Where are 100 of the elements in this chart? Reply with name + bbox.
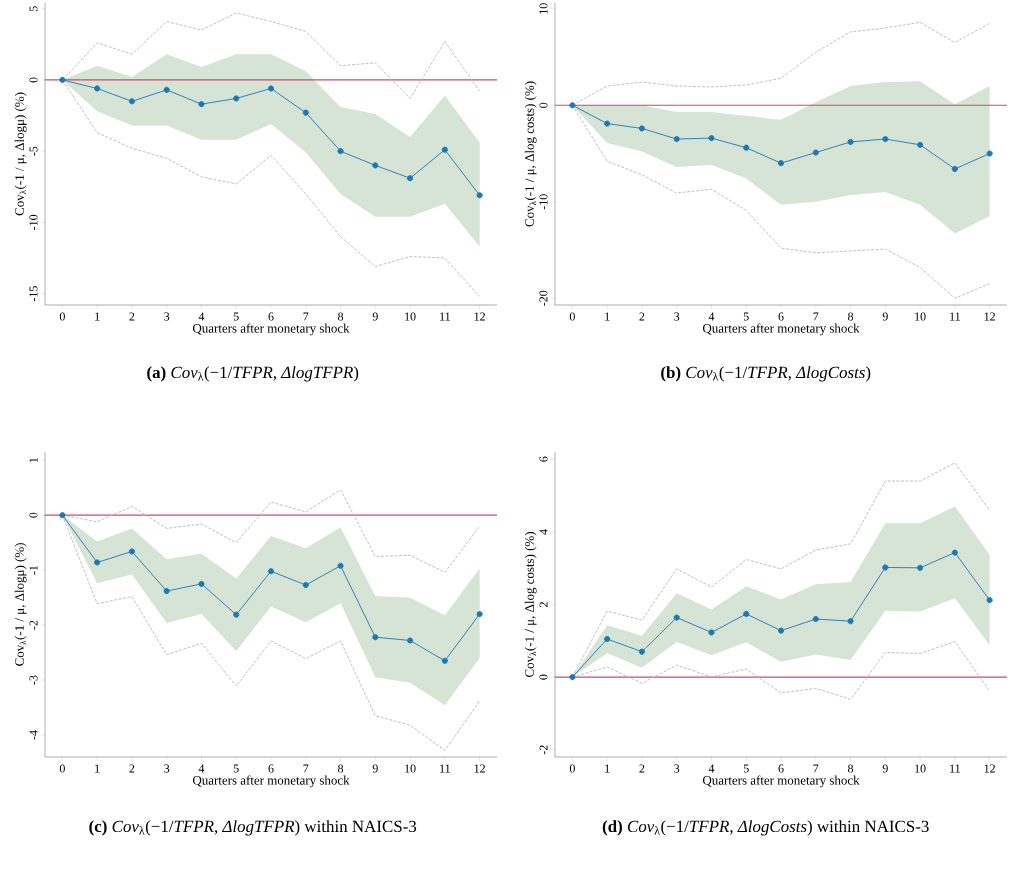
point <box>302 581 309 589</box>
point <box>302 109 309 116</box>
x-tick-label: 5 <box>233 312 239 321</box>
point <box>372 162 379 169</box>
point <box>407 637 414 644</box>
point <box>604 635 611 643</box>
x-tick-label: 8 <box>848 312 854 321</box>
x-tick-label: 12 <box>474 764 485 773</box>
x-axis-title: Quarters after monetary shock <box>702 775 860 788</box>
point <box>94 85 101 92</box>
x-tick-label: 6 <box>778 764 784 773</box>
x-tick-label: 3 <box>164 764 170 773</box>
point <box>163 86 170 93</box>
y-tick-label: -3 <box>29 675 38 685</box>
x-tick-label: 0 <box>569 764 575 773</box>
text: (a) Cov$_{λ}$(−1/TFPR, ΔlogTFPR) <box>147 366 359 382</box>
point <box>812 149 819 156</box>
x-tick-label: 11 <box>950 312 960 321</box>
y-tick-label: 1 <box>29 457 38 463</box>
x-tick-label: 5 <box>743 764 749 773</box>
x-tick-label: 6 <box>268 312 274 321</box>
point <box>986 150 993 157</box>
x-tick-label: 7 <box>813 764 819 773</box>
point <box>847 138 854 145</box>
x-tick-label: 7 <box>813 312 819 321</box>
x-axis-title: Quarters after monetary shock <box>702 323 860 336</box>
x-tick-label: 8 <box>848 764 854 773</box>
x-tick-label: 8 <box>338 764 344 773</box>
x-tick-label: 9 <box>882 764 888 773</box>
point <box>233 611 240 618</box>
x-axis-title: Quarters after monetary shock <box>192 775 350 788</box>
x-tick-label: 1 <box>605 764 610 773</box>
point <box>847 618 854 625</box>
point <box>638 648 645 655</box>
point <box>951 165 958 172</box>
point <box>777 627 785 634</box>
y-tick-label: 0 <box>29 512 38 518</box>
x-tick-label: 8 <box>338 312 344 321</box>
y-tick-label: 0 <box>539 102 548 108</box>
y-tick-label: 0 <box>539 674 548 680</box>
x-tick-label: 2 <box>129 312 135 321</box>
y-tick-label: -10 <box>29 214 38 230</box>
point <box>128 548 135 555</box>
y-tick-label: -15 <box>29 286 38 302</box>
y-axis-title: Cov$_{λ}$(-1 / μ, Δlog costs) (%) <box>524 81 537 227</box>
point <box>743 144 750 151</box>
point <box>882 564 889 571</box>
x-tick-label: 5 <box>743 312 749 321</box>
point <box>267 85 275 92</box>
x-tick-label: 6 <box>268 764 274 773</box>
point <box>441 657 448 664</box>
x-tick-label: 1 <box>95 312 100 321</box>
x-tick-label: 0 <box>59 312 65 321</box>
point <box>569 674 576 681</box>
y-tick-label: -10 <box>539 194 548 210</box>
point <box>812 615 819 623</box>
x-tick-label: 4 <box>198 764 205 773</box>
x-tick-label: 3 <box>164 312 170 321</box>
x-tick-label: 0 <box>569 312 575 321</box>
point <box>708 135 715 142</box>
point <box>59 76 66 83</box>
point <box>673 135 680 143</box>
point <box>951 549 958 556</box>
y-tick-label: 4 <box>539 529 548 535</box>
x-tick-label: 6 <box>778 312 784 321</box>
x-tick-label: 3 <box>674 312 680 321</box>
y-tick-label: -5 <box>29 146 38 156</box>
point <box>917 141 924 148</box>
x-tick-label: 9 <box>882 312 888 321</box>
y-tick-label: 6 <box>539 456 548 462</box>
x-tick-label: 10 <box>915 312 926 321</box>
point <box>233 95 240 102</box>
y-tick-label: -1 <box>29 565 38 575</box>
point <box>337 148 344 155</box>
point <box>441 146 448 153</box>
y-tick-label: -2 <box>539 745 548 755</box>
x-tick-label: 12 <box>984 764 995 773</box>
x-tick-label: 7 <box>303 312 309 321</box>
point <box>163 587 170 595</box>
point <box>198 101 205 108</box>
point <box>638 125 645 132</box>
point <box>476 192 483 199</box>
y-tick-label: -4 <box>29 730 38 740</box>
x-tick-label: 0 <box>59 764 65 773</box>
point <box>777 160 785 167</box>
x-axis-title: Quarters after monetary shock <box>192 323 350 336</box>
x-tick-label: 4 <box>708 764 715 773</box>
x-tick-label: 2 <box>639 312 645 321</box>
x-tick-label: 11 <box>440 312 450 321</box>
x-tick-label: 9 <box>372 764 378 773</box>
x-tick-label: 1 <box>95 764 100 773</box>
point <box>569 102 576 109</box>
y-tick-label: -20 <box>539 290 548 306</box>
x-tick-label: 10 <box>405 312 416 321</box>
x-tick-label: 10 <box>915 764 926 773</box>
point <box>267 568 275 575</box>
text: (b) Cov$_{λ}$(−1/TFPR, ΔlogCosts) <box>661 366 871 382</box>
y-tick-label: -2 <box>29 620 38 630</box>
point <box>407 175 414 182</box>
y-axis-title: Cov$_{λ}$(-1 / μ, Δlogμ) (%) <box>14 92 27 216</box>
